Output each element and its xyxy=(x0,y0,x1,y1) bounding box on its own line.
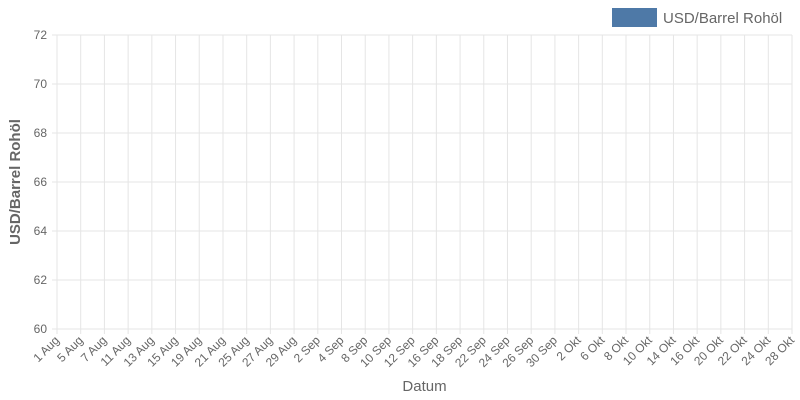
y-tick-label: 72 xyxy=(34,28,48,42)
x-tick-label: 6 Okt xyxy=(577,333,608,364)
y-tick-label: 60 xyxy=(34,322,48,336)
y-tick-label: 68 xyxy=(34,126,48,140)
legend-label: USD/Barrel Rohöl xyxy=(663,10,782,27)
x-tick-label: 1 Aug xyxy=(31,333,63,365)
x-axis-title: Datum xyxy=(402,378,446,395)
y-tick-label: 64 xyxy=(34,224,48,238)
y-axis-title: USD/Barrel Rohöl xyxy=(7,119,24,245)
x-tick-label: 5 Aug xyxy=(54,333,86,365)
legend-swatch xyxy=(612,8,657,27)
x-tick-label: 2 Okt xyxy=(554,333,585,364)
y-tick-label: 70 xyxy=(34,77,48,91)
y-tick-label: 66 xyxy=(34,175,48,189)
y-tick-label: 62 xyxy=(34,273,48,287)
